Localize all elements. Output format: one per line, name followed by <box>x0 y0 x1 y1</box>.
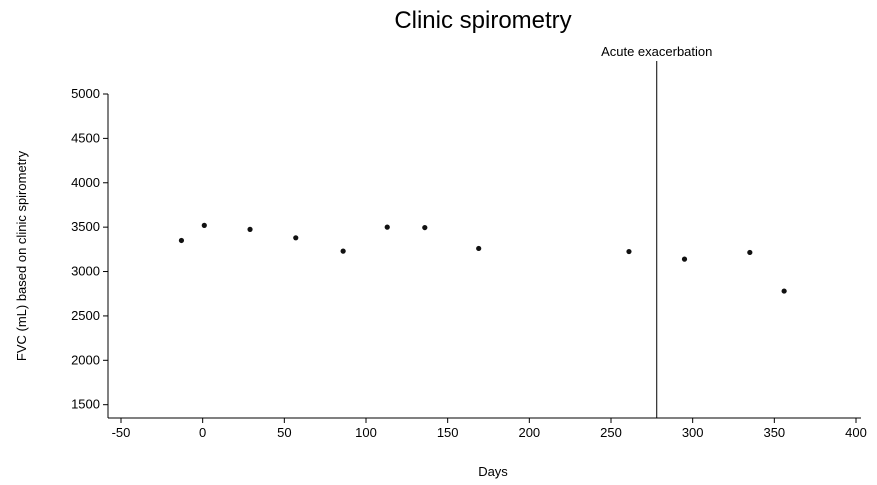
y-tick-label: 2000 <box>71 352 100 367</box>
data-points <box>178 222 787 294</box>
x-tick-label: 150 <box>437 425 459 440</box>
data-point <box>247 226 253 232</box>
y-tick-label: 2500 <box>71 308 100 323</box>
x-axis: -50 0 50 100 150 200 250 300 350 400 <box>108 417 867 440</box>
data-point <box>747 249 753 256</box>
y-tick-label: 3000 <box>71 264 100 279</box>
data-point <box>178 237 185 244</box>
y-axis: 1500 2000 2500 3000 3500 4000 4500 5000 <box>71 86 109 418</box>
data-point <box>476 245 482 252</box>
data-point <box>293 235 299 241</box>
data-point <box>422 224 428 231</box>
y-tick-label: 4500 <box>71 130 100 145</box>
x-tick-label: -50 <box>112 425 131 440</box>
y-tick-label: 4000 <box>71 175 100 190</box>
x-tick-label: 0 <box>199 425 206 440</box>
exacerbation-label: Acute exacerbation <box>601 44 712 59</box>
x-tick-label: 300 <box>682 425 704 440</box>
y-axis-label: FVC (mL) based on clinic spirometry <box>14 150 29 361</box>
data-point <box>384 224 390 230</box>
y-tick-label: 5000 <box>71 86 100 101</box>
x-tick-label: 250 <box>600 425 622 440</box>
x-tick-label: 400 <box>845 425 867 440</box>
data-point <box>681 256 688 262</box>
data-point <box>340 248 346 254</box>
y-tick-label: 3500 <box>71 219 100 234</box>
x-tick-label: 100 <box>355 425 377 440</box>
y-tick-label: 1500 <box>71 397 100 412</box>
x-tick-label: 50 <box>277 425 291 440</box>
chart-title: Clinic spirometry <box>394 7 571 34</box>
annotations: Acute exacerbation <box>601 44 712 418</box>
x-axis-label: Days <box>478 464 508 479</box>
data-point <box>626 248 632 255</box>
data-point <box>201 222 207 228</box>
data-point <box>781 288 787 294</box>
x-tick-label: 200 <box>518 425 540 440</box>
x-tick-label: 350 <box>763 425 785 440</box>
